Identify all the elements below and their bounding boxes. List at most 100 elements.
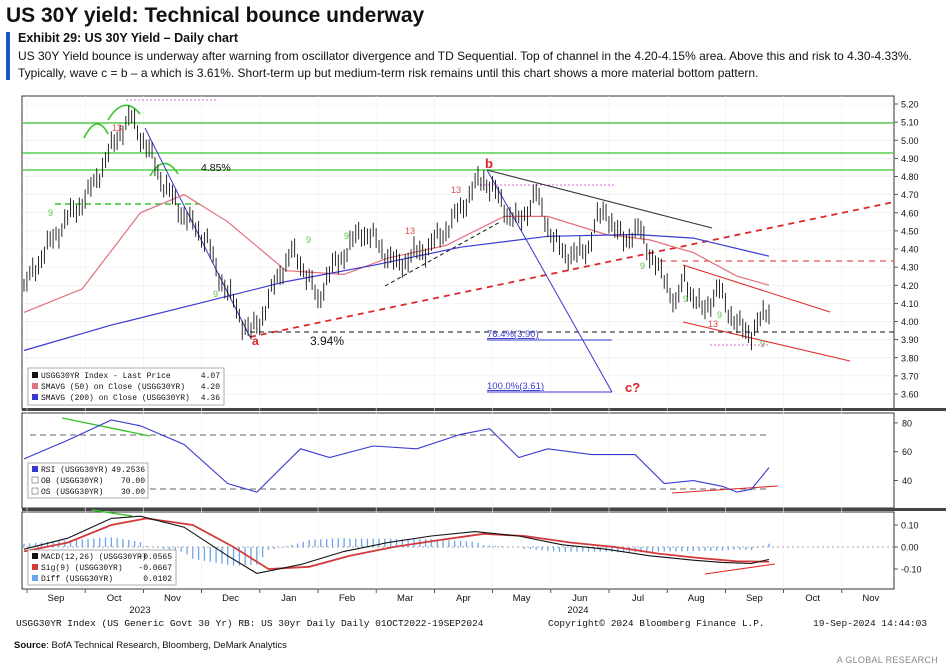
green-arc-1 — [83, 123, 109, 139]
x-month-label: Jun — [572, 593, 587, 604]
price-y-tick-label: 5.10 — [901, 118, 919, 128]
channel-upper — [682, 264, 831, 313]
label-wave-a: a — [252, 334, 259, 348]
price-y-tick-label: 5.20 — [901, 100, 919, 110]
footer-series-info: USGG30YR Index (US Generic Govt 30 Yr) R… — [16, 618, 484, 629]
label-wave-c: c? — [625, 380, 640, 395]
td-9-f: 9 — [683, 294, 688, 304]
x-month-label: Oct — [107, 593, 122, 604]
exhibit-label: Exhibit 29: US 30Y Yield – Daily chart — [18, 31, 239, 45]
legend-os-value: 30.00 — [121, 488, 145, 497]
accent-bar — [6, 32, 10, 80]
label-fib-100: 100.0%(3.61) — [487, 381, 544, 392]
source-label: Source — [14, 640, 47, 651]
fib-leg-1 — [144, 127, 251, 338]
rsi-y-tick-label: 60 — [902, 447, 912, 457]
footer-copyright: Copyright© 2024 Bloomberg Finance L.P. — [548, 618, 765, 629]
source-line: Source: BofA Technical Research, Bloombe… — [14, 640, 287, 651]
panel-divider-1 — [22, 408, 946, 411]
black-trendline — [486, 169, 713, 229]
x-month-label: Sep — [746, 593, 763, 604]
fib-leg-2 — [486, 169, 613, 393]
td-9-c: 9 — [306, 235, 311, 245]
rsi-y-tick-label: 80 — [902, 418, 912, 428]
legend-rsi-value: 49.2536 — [111, 466, 145, 475]
x-month-label: Apr — [456, 593, 471, 604]
green-arc-2 — [107, 104, 141, 121]
td-9-d: 9 — [344, 231, 349, 241]
price-y-tick-label: 5.00 — [901, 136, 919, 146]
macd-legend: MACD(12,26) (USGG30YR) -0.0565 Sig(9) (U… — [27, 549, 177, 586]
footer-timestamp: 19-Sep-2024 14:44:03 — [813, 618, 928, 629]
source-text: : BofA Technical Research, Bloomberg, De… — [46, 640, 287, 651]
td-13-b: 13 — [405, 226, 415, 236]
price-y-tick-label: 4.90 — [901, 154, 919, 164]
x-year-label: 2024 — [567, 605, 588, 616]
price-y-tick-label: 4.10 — [901, 299, 919, 309]
label-wave-b: b — [485, 156, 493, 171]
label-485: 4.85% — [201, 162, 231, 174]
legend-last-price: USGG30YR Index - Last Price — [41, 372, 171, 381]
legend-sma50-value: 4.20 — [201, 383, 220, 392]
label-394: 3.94% — [310, 334, 344, 348]
td-9-e: 9 — [640, 261, 645, 271]
price-y-tick-label: 3.90 — [901, 335, 919, 345]
macd-red-div — [704, 563, 776, 575]
legend-ob: OB (USGG30YR) — [41, 477, 103, 486]
price-y-tick-label: 3.70 — [901, 371, 919, 381]
channel-lower — [682, 321, 851, 362]
rsi-y-tick-label: 40 — [902, 476, 912, 486]
legend-last-price-value: 4.07 — [201, 372, 220, 381]
macd-y-tick-label: -0.10 — [901, 565, 922, 575]
macd-y-tick-label: 0.00 — [901, 543, 919, 553]
macd-signal-line — [23, 517, 770, 570]
legend-sma200: SMAVG (200) on Close (USGG30YR) — [41, 394, 190, 403]
price-y-tick-label: 4.00 — [901, 317, 919, 327]
legend-diff-value: 0.0102 — [143, 575, 172, 584]
x-month-label: Sep — [48, 593, 65, 604]
td-9-h: 9 — [760, 339, 765, 349]
price-y-tick-label: 4.20 — [901, 281, 919, 291]
td-13-c: 13 — [451, 185, 461, 195]
td-9-b: 9 — [213, 289, 218, 299]
macd-line — [23, 515, 770, 574]
brand-watermark: A GLOBAL RESEARCH — [836, 655, 938, 665]
x-month-label: Jan — [281, 593, 296, 604]
x-year-label: 2023 — [129, 605, 150, 616]
price-y-tick-label: 4.40 — [901, 245, 919, 255]
x-month-label: Mar — [397, 593, 413, 604]
legend-diff: Diff (USGG30YR) — [41, 575, 113, 584]
price-legend: USGG30YR Index - Last Price 4.07 SMAVG (… — [27, 367, 225, 406]
x-month-label: Feb — [339, 593, 355, 604]
rsi-red-div — [671, 485, 779, 494]
green-arc-3 — [149, 162, 179, 177]
black-dash-rise — [384, 221, 501, 287]
label-fib-764: 76.4%(3.90) — [487, 329, 539, 340]
price-y-tick-label: 4.70 — [901, 190, 919, 200]
price-panel-frame — [21, 95, 895, 410]
legend-rsi: RSI (USGG30YR) — [41, 466, 108, 475]
td-13-a: 13 — [112, 123, 122, 133]
legend-ob-value: 70.00 — [121, 477, 145, 486]
price-y-tick-label: 4.30 — [901, 263, 919, 273]
legend-sma50: SMAVG (50) on Close (USGG30YR) — [41, 383, 185, 392]
td-9-a: 9 — [48, 208, 53, 218]
bloomberg-chart: 5.20 5.10 5.00 4.90 4.80 4.70 4.60 4.50 4.40 4.30… — [21, 95, 946, 616]
price-y-tick-label: 4.50 — [901, 226, 919, 236]
price-y-tick-label: 3.60 — [901, 390, 919, 400]
td-13-d: 13 — [708, 319, 718, 329]
price-y-tick-label: 4.60 — [901, 208, 919, 218]
x-month-label: May — [513, 593, 531, 604]
rsi-green-div — [61, 417, 151, 437]
x-month-label: Aug — [688, 593, 705, 604]
panel-divider-2 — [22, 508, 946, 511]
x-month-label: Dec — [222, 593, 239, 604]
rsi-panel-frame — [21, 412, 895, 509]
x-month-label: Jul — [632, 593, 644, 604]
legend-macd-value: -0.0565 — [138, 553, 172, 562]
legend-sig: Sig(9) (USGG30YR) — [41, 564, 123, 573]
x-month-label: Nov — [164, 593, 181, 604]
price-y-tick-label: 3.80 — [901, 353, 919, 363]
rsi-line — [23, 419, 770, 493]
x-month-label: Nov — [862, 593, 879, 604]
